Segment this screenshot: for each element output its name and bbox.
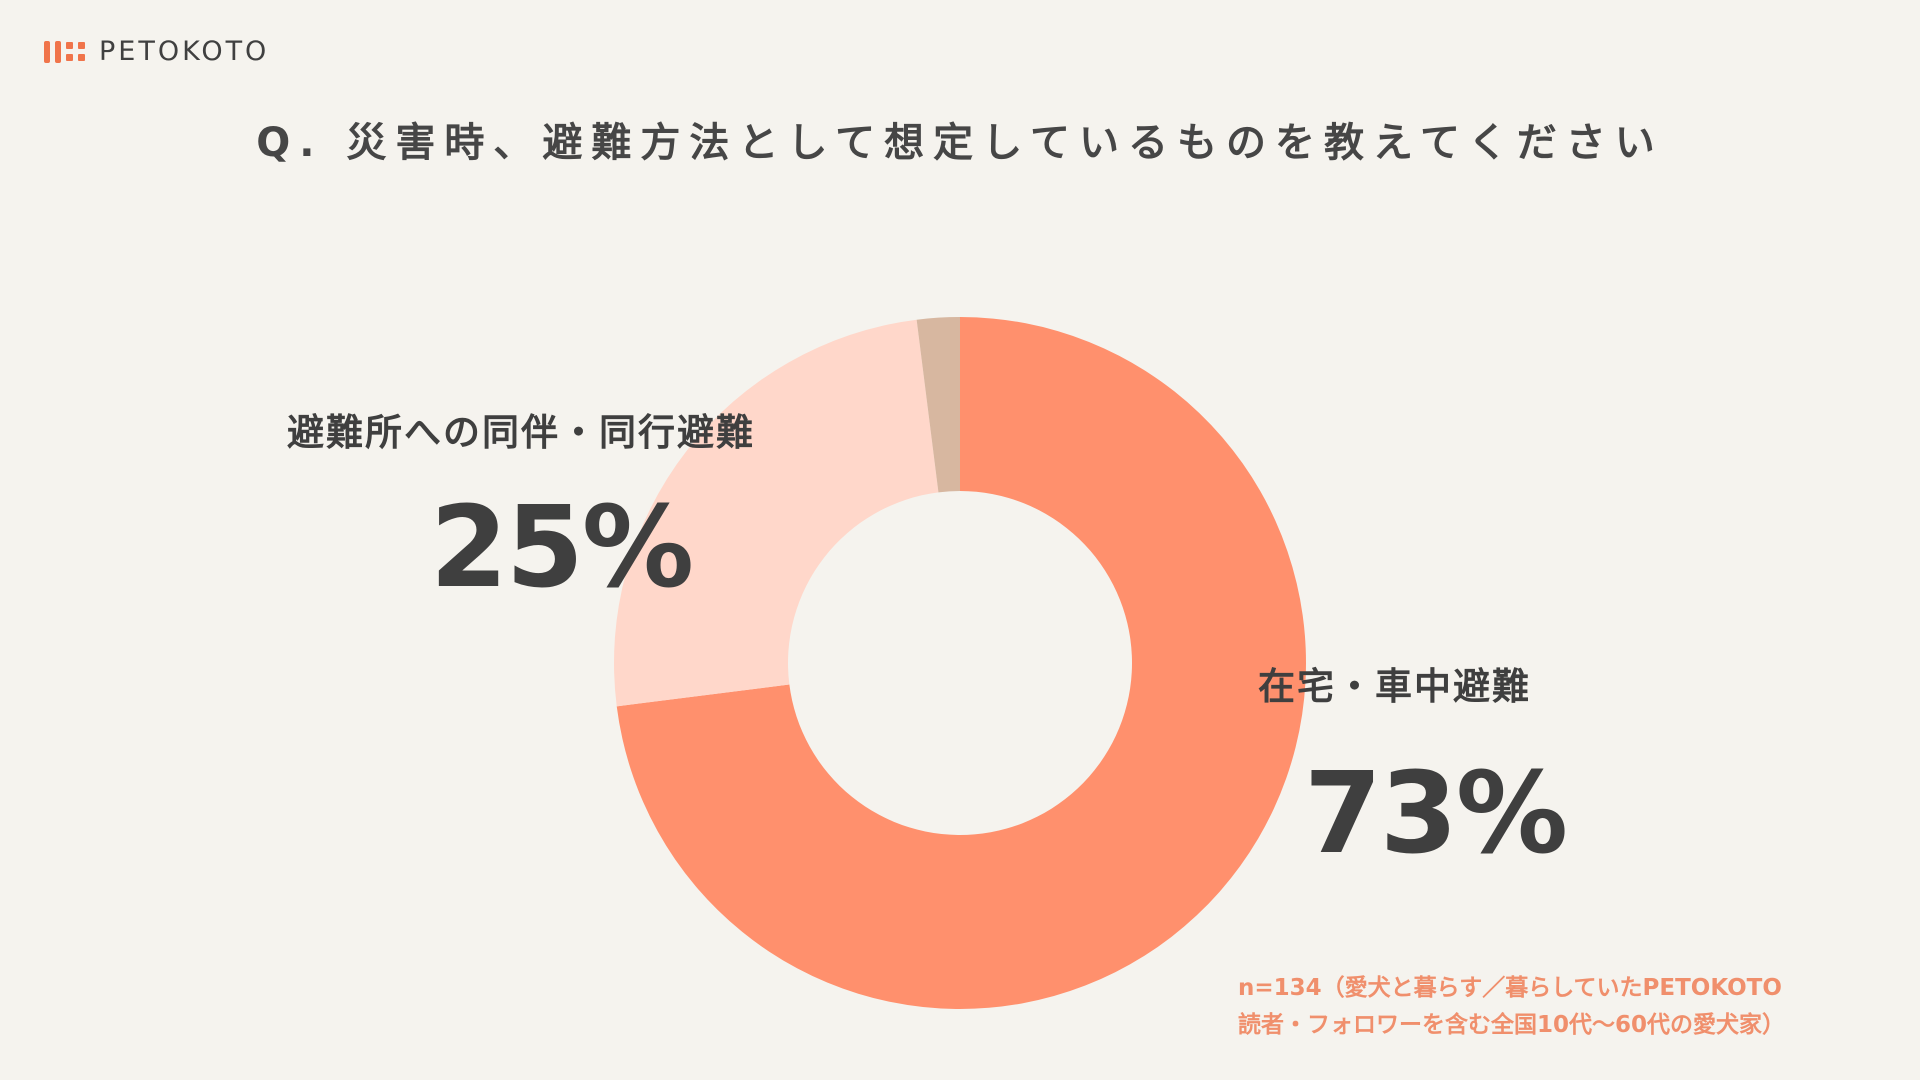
sample-note: n=134（愛犬と暮らす／暮らしていたPETOKOTO 読者・フォロワーを含む全…: [1238, 970, 1785, 1044]
sample-note-line-1: n=134（愛犬と暮らす／暮らしていたPETOKOTO: [1238, 975, 1782, 1001]
sample-note-line-2: 読者・フォロワーを含む全国10代〜60代の愛犬家）: [1238, 1012, 1786, 1038]
donut-slice-1: [614, 319, 939, 707]
donut-slice-2: [916, 317, 960, 493]
brand-name: PETOKOTO: [99, 36, 270, 67]
logo-mark-icon: [44, 40, 85, 63]
slice-name-home: 在宅・車中避難: [1258, 665, 1531, 708]
brand-logo: PETOKOTO: [44, 36, 269, 67]
slice-name-shelter: 避難所への同伴・同行避難: [287, 411, 755, 454]
slice-value-shelter: 25%: [430, 483, 694, 613]
slice-value-home: 73%: [1304, 749, 1568, 879]
page-title: Q. 災害時、避難方法として想定しているものを教えてください: [256, 120, 1664, 166]
slice-label-home: 在宅・車中避難 73%: [1258, 656, 1568, 879]
slice-label-shelter: 避難所への同伴・同行避難 25%: [287, 402, 755, 604]
donut-slice-0: [616, 317, 1306, 1009]
